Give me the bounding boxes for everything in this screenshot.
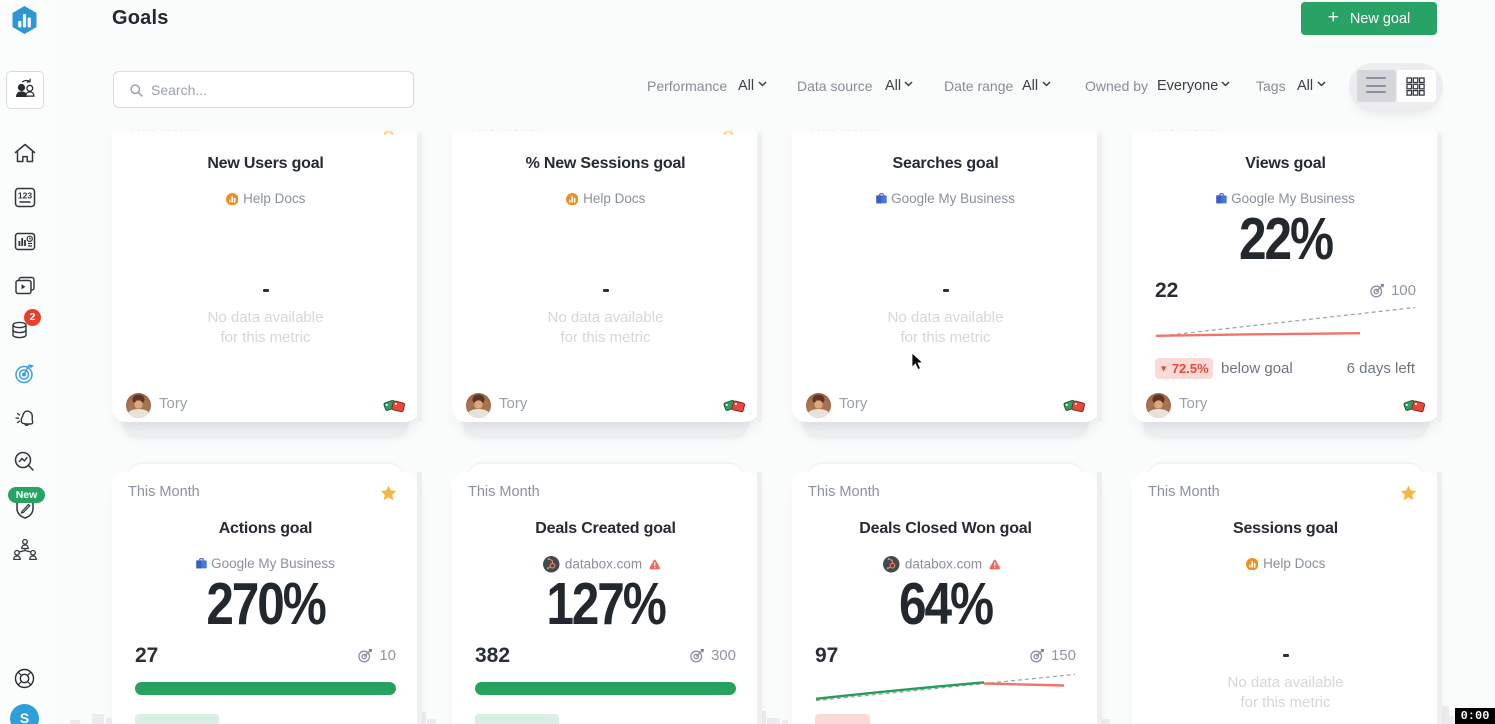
svg-text:123: 123	[18, 191, 32, 201]
